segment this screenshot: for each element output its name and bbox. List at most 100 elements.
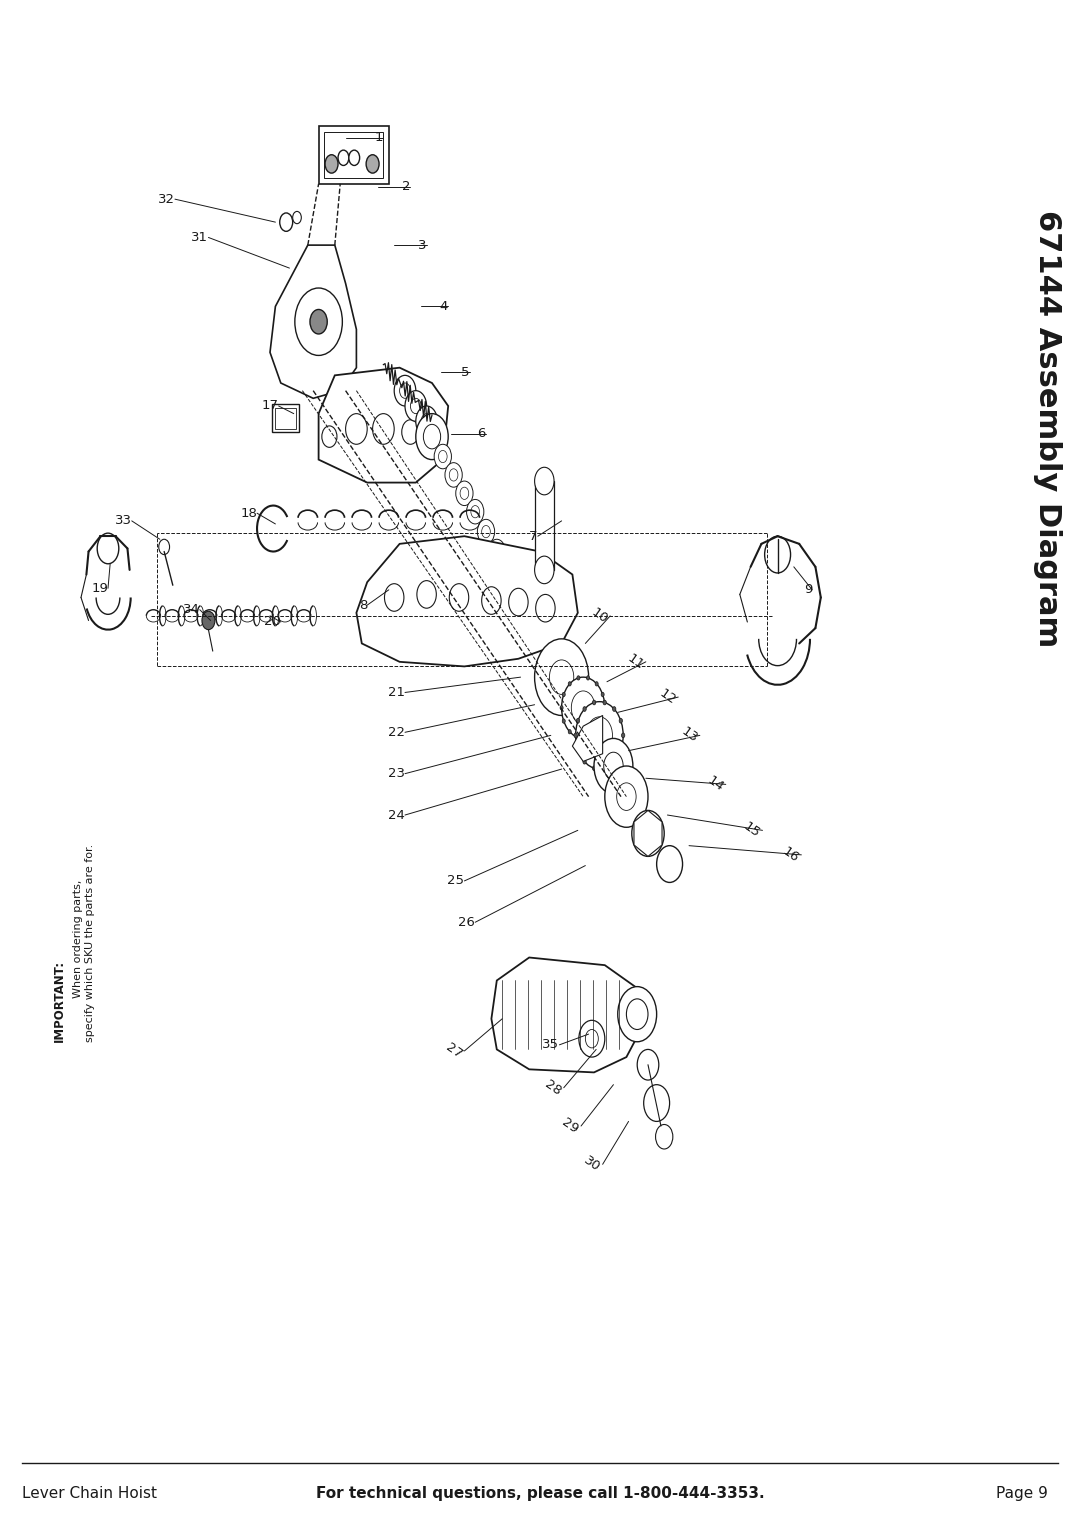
Circle shape (603, 700, 606, 705)
Text: 14: 14 (704, 774, 726, 795)
Circle shape (488, 539, 505, 564)
Circle shape (571, 691, 595, 725)
Text: 32: 32 (158, 193, 175, 205)
Text: 15: 15 (741, 820, 762, 841)
Circle shape (471, 506, 480, 518)
Polygon shape (319, 368, 448, 483)
Circle shape (280, 213, 293, 231)
Circle shape (438, 450, 447, 463)
Circle shape (346, 414, 367, 444)
Bar (275, 408, 296, 429)
Circle shape (586, 735, 590, 740)
Circle shape (460, 487, 469, 499)
Text: 8: 8 (359, 599, 367, 611)
Circle shape (410, 398, 421, 414)
Text: 23: 23 (388, 768, 405, 780)
Circle shape (603, 766, 606, 771)
Circle shape (535, 467, 554, 495)
Text: 22: 22 (388, 726, 405, 738)
Circle shape (562, 677, 605, 738)
Circle shape (632, 810, 664, 856)
Circle shape (657, 846, 683, 882)
Text: 10: 10 (589, 605, 610, 627)
Text: When ordering parts,
specify which SKU the parts are for.: When ordering parts, specify which SKU t… (73, 844, 95, 1042)
Circle shape (586, 717, 612, 754)
Text: 28: 28 (542, 1077, 564, 1098)
Circle shape (416, 414, 448, 460)
Circle shape (445, 463, 462, 487)
Text: 20: 20 (264, 616, 281, 628)
Circle shape (605, 766, 648, 827)
Circle shape (384, 584, 404, 611)
Text: 29: 29 (559, 1115, 581, 1137)
Circle shape (563, 719, 565, 723)
Circle shape (417, 581, 436, 608)
Circle shape (456, 481, 473, 506)
Circle shape (577, 735, 580, 740)
Text: 2: 2 (402, 181, 410, 193)
Circle shape (421, 414, 432, 429)
Circle shape (482, 525, 490, 538)
Circle shape (202, 611, 215, 630)
Circle shape (563, 692, 565, 697)
Circle shape (621, 732, 625, 738)
Circle shape (577, 748, 580, 752)
Text: 34: 34 (183, 604, 200, 616)
Text: Page 9: Page 9 (996, 1486, 1048, 1501)
Text: 35: 35 (542, 1039, 559, 1051)
Circle shape (644, 1085, 670, 1121)
Circle shape (573, 732, 578, 738)
Bar (535, 481, 554, 570)
Circle shape (405, 391, 427, 421)
Text: 24: 24 (388, 809, 405, 821)
Circle shape (586, 676, 590, 680)
Text: Lever Chain Hoist: Lever Chain Hoist (22, 1486, 157, 1501)
Bar (319, 126, 389, 184)
Circle shape (594, 738, 633, 794)
Text: 67144 Assembly Diagram: 67144 Assembly Diagram (1034, 210, 1062, 648)
Circle shape (509, 588, 528, 616)
Circle shape (618, 987, 657, 1042)
Text: 13: 13 (678, 725, 700, 746)
Circle shape (612, 760, 616, 764)
Circle shape (583, 706, 586, 711)
Circle shape (765, 536, 791, 573)
Circle shape (373, 414, 394, 444)
Circle shape (568, 729, 571, 734)
Text: 19: 19 (91, 582, 108, 594)
Text: 31: 31 (191, 231, 208, 244)
Circle shape (550, 660, 573, 694)
Circle shape (637, 1049, 659, 1080)
Text: 25: 25 (447, 875, 464, 887)
Bar (272, 404, 299, 432)
Text: 1: 1 (375, 132, 383, 144)
Circle shape (595, 682, 598, 686)
Text: 33: 33 (114, 515, 132, 527)
Text: 3: 3 (418, 239, 427, 251)
Circle shape (400, 383, 410, 398)
Circle shape (423, 424, 441, 449)
Circle shape (293, 211, 301, 224)
Text: 16: 16 (780, 844, 801, 866)
Circle shape (576, 702, 623, 769)
Polygon shape (634, 810, 662, 856)
Text: 17: 17 (261, 400, 279, 412)
Text: 26: 26 (458, 916, 475, 928)
Circle shape (602, 719, 604, 723)
Circle shape (604, 706, 606, 709)
Text: 9: 9 (804, 584, 812, 596)
Text: 27: 27 (443, 1040, 464, 1062)
Text: 6: 6 (477, 427, 486, 440)
Circle shape (535, 639, 589, 715)
Text: 11: 11 (624, 651, 646, 673)
Circle shape (492, 545, 501, 558)
Text: 12: 12 (657, 686, 678, 708)
Circle shape (97, 533, 119, 564)
Circle shape (402, 420, 419, 444)
Circle shape (585, 1030, 598, 1048)
Polygon shape (572, 715, 603, 761)
Circle shape (619, 748, 622, 752)
Circle shape (536, 594, 555, 622)
Polygon shape (270, 245, 356, 398)
Text: 30: 30 (581, 1154, 603, 1175)
